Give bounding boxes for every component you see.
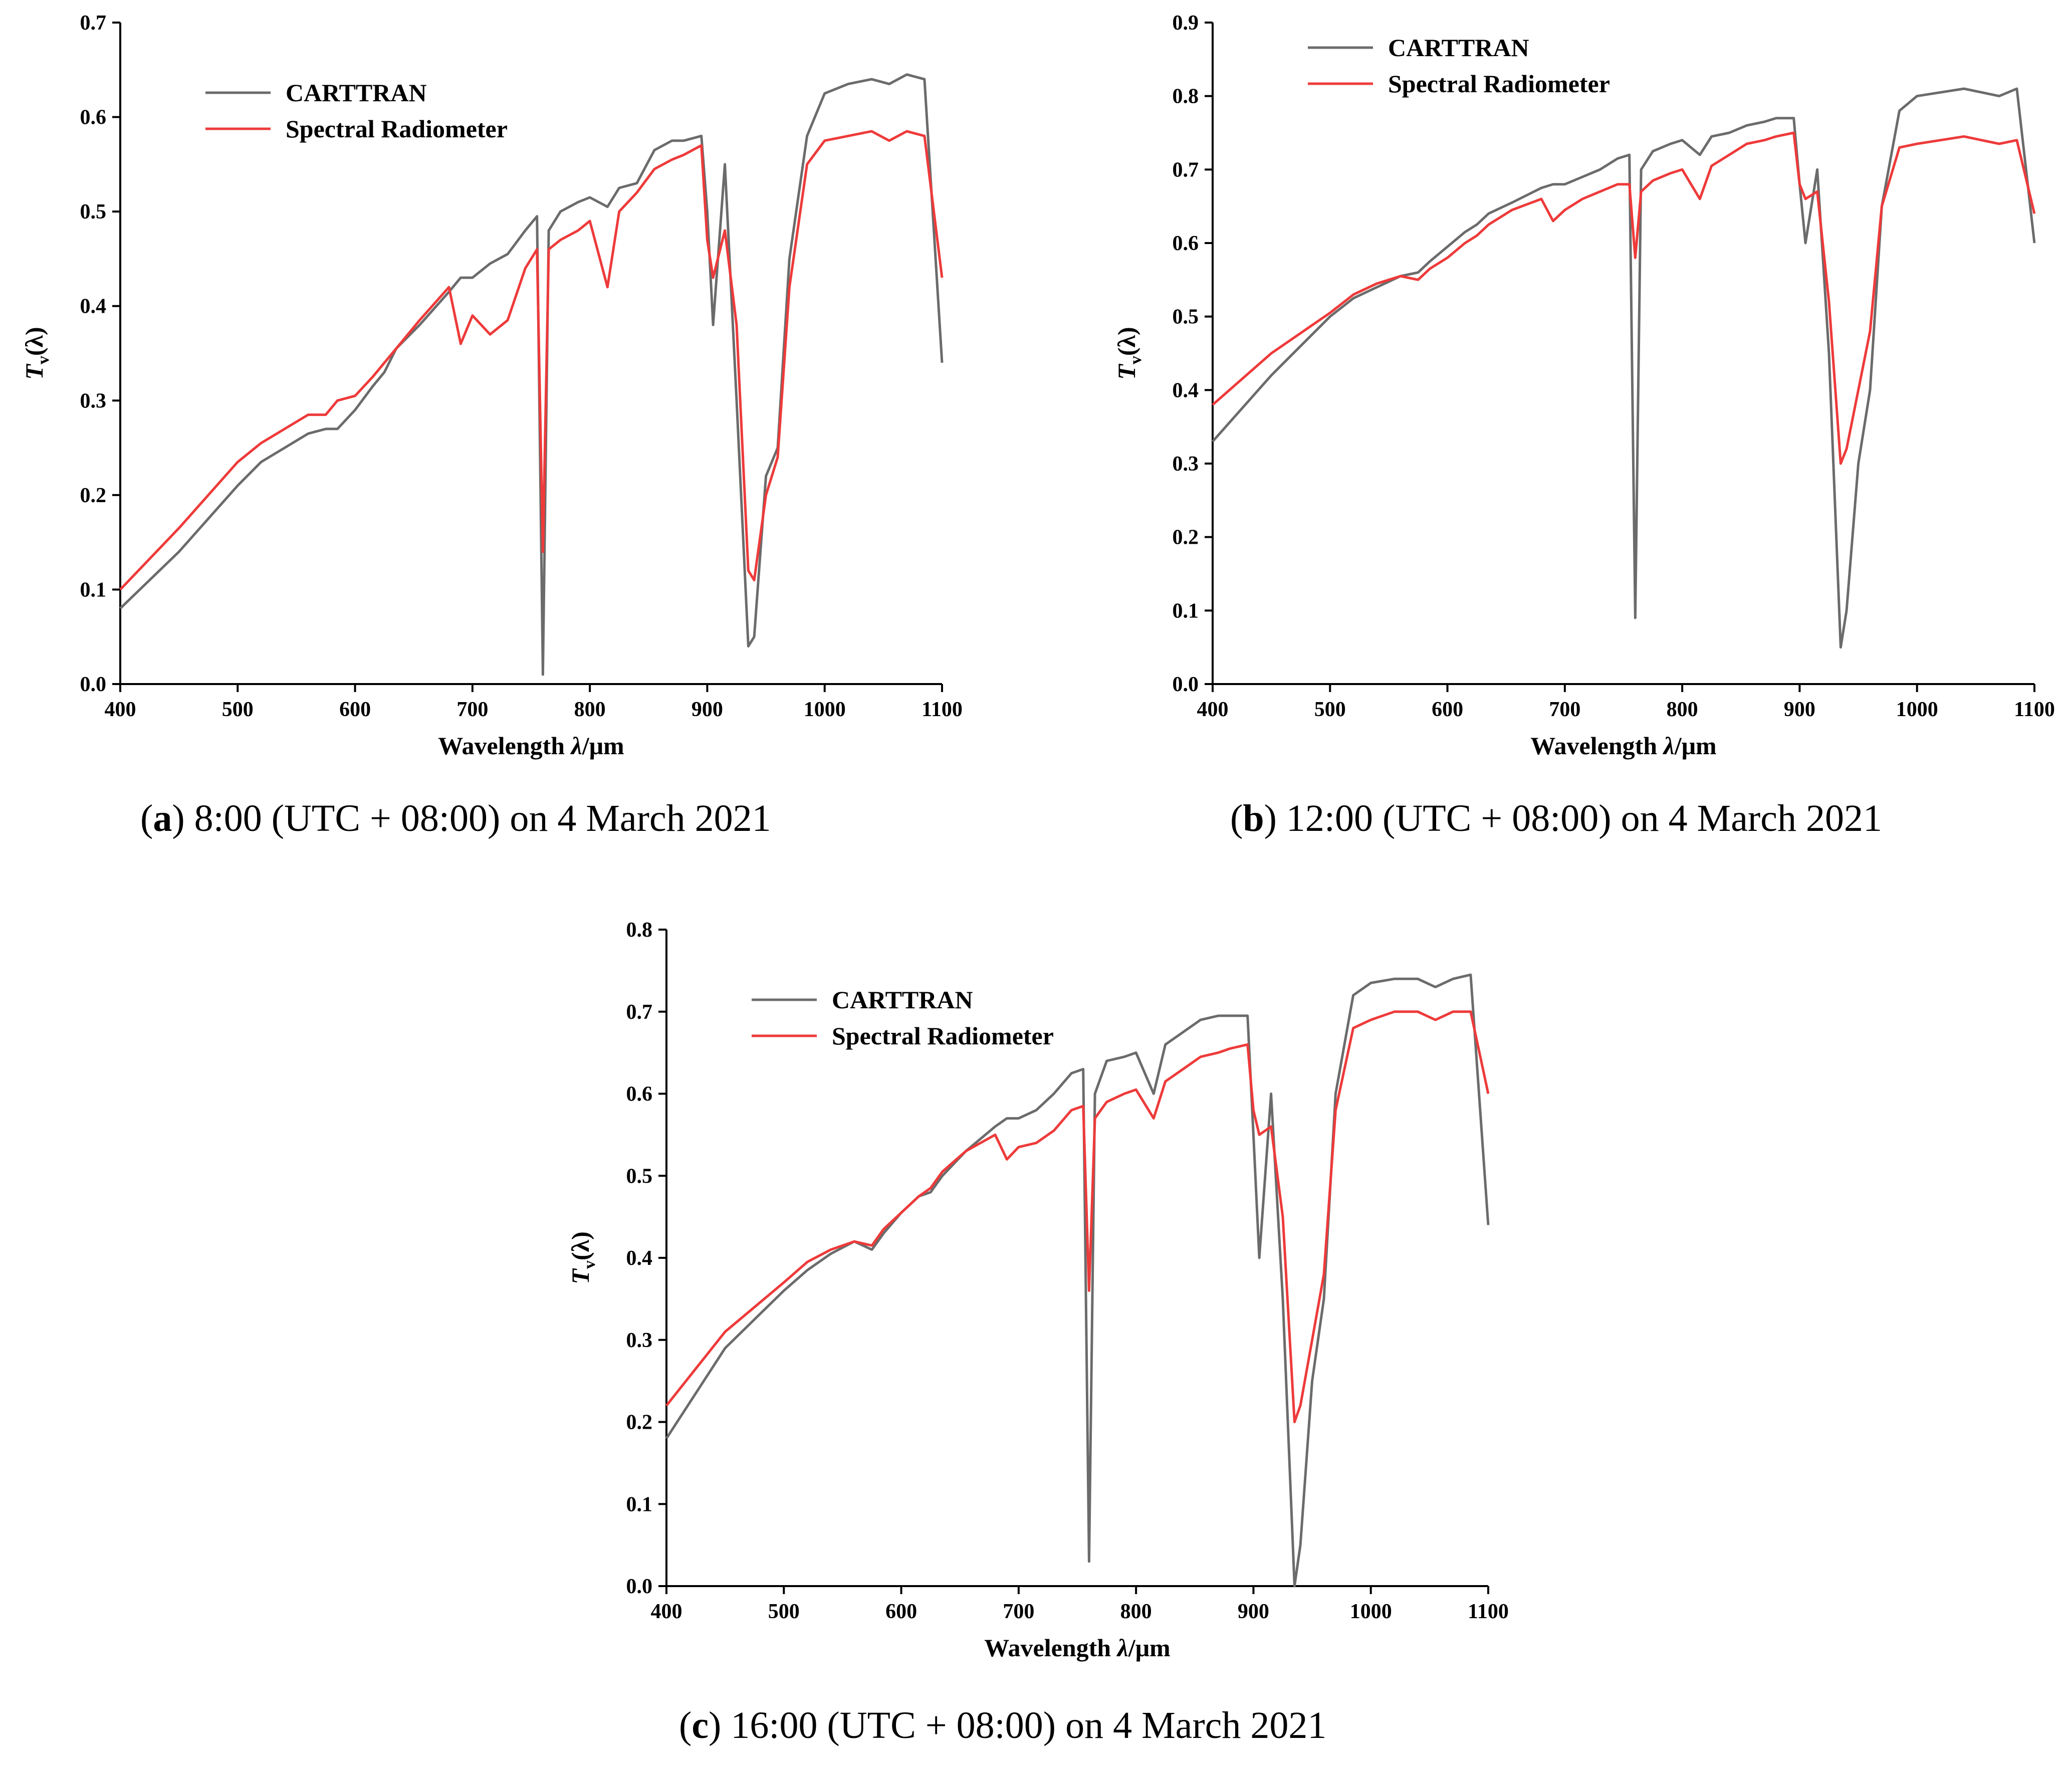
y-tick-label: 0.4 bbox=[80, 295, 107, 318]
y-tick-label: 0.7 bbox=[626, 1001, 653, 1024]
y-tick-label: 0.6 bbox=[80, 106, 107, 129]
x-tick-label: 600 bbox=[1432, 698, 1463, 721]
y-tick-label: 0.8 bbox=[1173, 85, 1199, 108]
y-axis-title: Tv(λ) bbox=[1112, 327, 1145, 379]
y-tick-label: 0.3 bbox=[626, 1329, 653, 1352]
y-tick-label: 0.3 bbox=[80, 389, 107, 412]
series-radiometer-line bbox=[665, 1010, 1490, 1423]
x-tick-label: 900 bbox=[692, 698, 723, 721]
y-tick-label: 0.7 bbox=[80, 12, 107, 35]
caption-c: (c) 16:00 (UTC + 08:00) on 4 March 2021 bbox=[679, 1704, 1327, 1746]
legend-label: CARTTRAN bbox=[832, 986, 973, 1014]
y-tick-label: 0.2 bbox=[626, 1411, 653, 1434]
legend-label: Spectral Radiometer bbox=[832, 1022, 1054, 1050]
x-tick-label: 400 bbox=[651, 1600, 682, 1623]
x-tick-label: 700 bbox=[1549, 698, 1580, 721]
y-tick-label: 0.5 bbox=[626, 1165, 653, 1188]
y-tick-label: 0.0 bbox=[1173, 673, 1199, 696]
panel-a: 0.0 0.1 0.2 0.3 0.4 0.5 0.6 0.7 400 500 600 700 800 9… bbox=[0, 0, 1022, 862]
y-tick-label: 0.6 bbox=[1173, 232, 1199, 255]
series-radiometer-line bbox=[1212, 131, 2036, 465]
y-tick-label: 0.0 bbox=[626, 1575, 653, 1598]
x-tick-label: 900 bbox=[1784, 698, 1815, 721]
x-tick-label: 700 bbox=[1003, 1600, 1034, 1623]
x-tick-label: 800 bbox=[574, 698, 606, 721]
x-tick-label: 1100 bbox=[1468, 1600, 1509, 1623]
y-tick-label: 0.4 bbox=[626, 1247, 653, 1270]
y-tick-label: 0.3 bbox=[1173, 453, 1199, 476]
x-tick-label: 500 bbox=[222, 698, 254, 721]
x-tick-label: 600 bbox=[339, 698, 371, 721]
x-tick-label: 1000 bbox=[804, 698, 846, 721]
x-axis-title: Wavelength λ/μm bbox=[984, 1634, 1170, 1662]
y-axis-title: Tv(λ) bbox=[20, 327, 53, 379]
y-tick-label: 0.5 bbox=[1173, 306, 1199, 329]
chart-c: 0.0 0.1 0.2 0.3 0.4 0.5 0.6 0.7 0.8 400 500 600 700 8… bbox=[566, 919, 1509, 1662]
x-tick-label: 1100 bbox=[2014, 698, 2055, 721]
y-tick-label: 0.5 bbox=[80, 200, 107, 224]
legend-label: Spectral Radiometer bbox=[286, 115, 508, 143]
x-axis-title: Wavelength λ/μm bbox=[1530, 732, 1716, 760]
y-tick-label: 0.7 bbox=[1173, 158, 1199, 181]
x-tick-label: 600 bbox=[885, 1600, 917, 1623]
y-tick-label: 0.1 bbox=[80, 578, 107, 601]
x-tick-label: 1000 bbox=[1896, 698, 1938, 721]
x-tick-label: 800 bbox=[1667, 698, 1698, 721]
chart-a: 0.0 0.1 0.2 0.3 0.4 0.5 0.6 0.7 400 500 600 700 800 9… bbox=[20, 12, 963, 760]
series-radiometer-line bbox=[119, 130, 944, 591]
y-tick-label: 0.9 bbox=[1173, 12, 1199, 35]
series-carttran-line bbox=[665, 973, 1490, 1588]
legend-label: CARTTRAN bbox=[1388, 34, 1529, 62]
y-tick-label: 0.0 bbox=[80, 673, 107, 696]
x-tick-label: 500 bbox=[1314, 698, 1346, 721]
x-tick-label: 800 bbox=[1120, 1600, 1152, 1623]
legend-label: Spectral Radiometer bbox=[1388, 70, 1610, 98]
caption-a: (a) 8:00 (UTC + 08:00) on 4 March 2021 bbox=[140, 797, 771, 839]
x-tick-label: 400 bbox=[105, 698, 136, 721]
x-tick-label: 1000 bbox=[1350, 1600, 1392, 1623]
caption-b: (b) 12:00 (UTC + 08:00) on 4 March 2021 bbox=[1230, 797, 1882, 839]
x-tick-label: 1100 bbox=[922, 698, 963, 721]
x-axis-title: Wavelength λ/μm bbox=[438, 732, 624, 760]
x-tick-label: 900 bbox=[1238, 1600, 1269, 1623]
x-tick-label: 700 bbox=[456, 698, 488, 721]
panel-c: 0.0 0.1 0.2 0.3 0.4 0.5 0.6 0.7 0.8 400 500 600 700 8… bbox=[546, 897, 1568, 1766]
series-carttran-line bbox=[1212, 87, 2036, 649]
x-tick-label: 400 bbox=[1197, 698, 1229, 721]
chart-b: 0.0 0.1 0.2 0.3 0.4 0.5 0.6 0.7 0.8 0.9 400 500 600 7… bbox=[1112, 12, 2055, 760]
y-tick-label: 0.2 bbox=[80, 484, 107, 507]
y-tick-label: 0.1 bbox=[1173, 599, 1199, 622]
y-tick-label: 0.2 bbox=[1173, 526, 1199, 549]
y-tick-label: 0.6 bbox=[626, 1083, 653, 1106]
y-tick-label: 0.4 bbox=[1173, 379, 1199, 402]
y-tick-label: 0.1 bbox=[626, 1493, 653, 1516]
legend-label: CARTTRAN bbox=[286, 79, 427, 107]
panel-b: 0.0 0.1 0.2 0.3 0.4 0.5 0.6 0.7 0.8 0.9 400 500 600 7… bbox=[1092, 0, 2072, 862]
y-tick-label: 0.8 bbox=[626, 919, 653, 942]
series-carttran-line bbox=[119, 73, 944, 676]
y-axis-title: Tv(λ) bbox=[566, 1231, 599, 1284]
x-tick-label: 500 bbox=[768, 1600, 800, 1623]
